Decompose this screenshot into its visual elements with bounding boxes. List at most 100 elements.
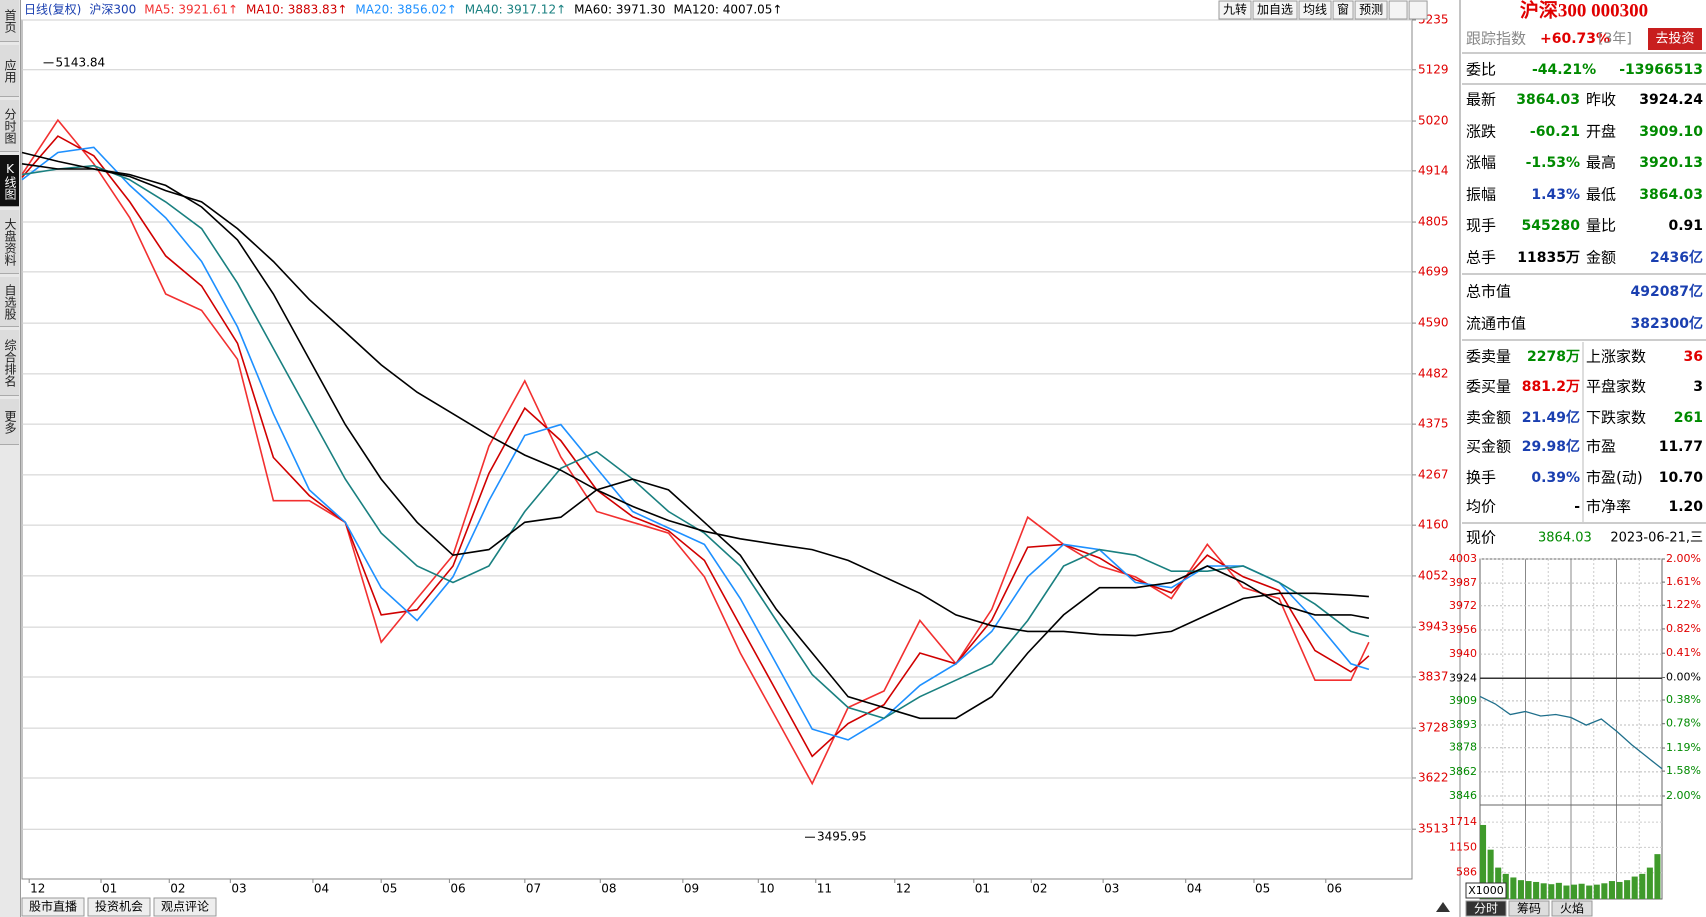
quote-title: 沪深300 000300 — [1520, 0, 1648, 21]
row-value: 11835万 — [1517, 250, 1580, 266]
x-tick-label: 07 — [526, 882, 541, 896]
sidebar-tab[interactable]: 更多 — [0, 399, 19, 445]
x-tick-label: 01 — [102, 882, 117, 896]
ma-line — [21, 118, 1370, 786]
extreme-label: 3495.95 — [817, 830, 867, 844]
scroll-top-icon[interactable] — [1436, 902, 1450, 912]
x-tick-label: 04 — [314, 882, 329, 896]
bottom-tab[interactable] — [21, 897, 85, 917]
x-tick-label: 01 — [975, 882, 990, 896]
sidebar-tab[interactable]: 分时图 — [0, 100, 19, 152]
row-label: 市净率 — [1586, 498, 1631, 516]
y2-tick-label: 2.00% — [1666, 789, 1701, 802]
row-label: 市盈 — [1586, 438, 1616, 456]
row-value: 3 — [1693, 379, 1703, 395]
toolbar-button[interactable] — [1298, 0, 1332, 20]
x-tick-label: 06 — [1327, 882, 1342, 896]
y2-tick-label: 1.61% — [1666, 575, 1701, 588]
toolbar-label: 加自选 — [1257, 3, 1293, 17]
volume-bar — [1586, 885, 1593, 899]
row-label: 市盈(动) — [1586, 469, 1643, 487]
legend-text: 日线(复权) — [24, 3, 81, 17]
sidebar-tab[interactable]: 大盘资料 — [0, 210, 19, 274]
price-line — [1479, 695, 1663, 770]
toolbar-button[interactable] — [1332, 0, 1354, 20]
x-tick-label: 05 — [382, 882, 397, 896]
ma-line — [21, 151, 1369, 637]
volume-bar — [1654, 854, 1661, 899]
intraday-tab[interactable] — [1465, 900, 1507, 917]
toolbar-label: 九转 — [1223, 2, 1247, 17]
row-label: 涨幅 — [1466, 154, 1496, 172]
row-label: 换手 — [1466, 469, 1496, 487]
x-tick-label: 03 — [1104, 882, 1119, 896]
track-period: [3年] — [1598, 31, 1632, 47]
x-tick-label: 04 — [1187, 882, 1202, 896]
legend-text: MA5: 3921.61↑ — [144, 3, 238, 17]
x-tick-label: 09 — [684, 882, 699, 896]
row-label: 总手 — [1466, 249, 1496, 267]
volume-bar — [1533, 881, 1540, 899]
sidebar-tab[interactable]: K线图 — [0, 155, 19, 207]
volume-bar — [1601, 883, 1608, 899]
legend-text: MA60: 3971.30 — [574, 3, 665, 17]
row-value: 2436亿 — [1650, 249, 1703, 266]
legend-text: 沪深300 — [89, 3, 136, 17]
y-tick-label: 586 — [1456, 866, 1477, 879]
y2-tick-label: 2.00% — [1666, 552, 1701, 565]
y-tick-label: 5020 — [1418, 114, 1449, 128]
y-tick-label: 4267 — [1418, 467, 1449, 481]
row-label: 开盘 — [1586, 123, 1616, 141]
row-label: 昨收 — [1586, 91, 1616, 109]
row-value: 1.20 — [1668, 499, 1703, 515]
toolbar-button[interactable] — [1354, 0, 1388, 20]
row-value: 492087亿 — [1631, 283, 1703, 300]
y-tick-label: 1714 — [1449, 815, 1477, 828]
y-tick-label: 3956 — [1449, 623, 1477, 636]
toolbar-icon[interactable] — [1408, 0, 1428, 20]
x-tick-label: 06 — [450, 882, 465, 896]
row-label: 金额 — [1586, 249, 1616, 267]
volume-bar — [1555, 882, 1562, 899]
background — [21, 0, 1706, 917]
bottom-tab[interactable] — [87, 897, 151, 917]
sidebar-tab[interactable]: 应用 — [0, 45, 19, 97]
row-value: 545280 — [1522, 218, 1581, 234]
row-value: 3909.10 — [1639, 124, 1703, 140]
extreme-label: 5143.84 — [56, 55, 106, 69]
sidebar-tab[interactable]: 自选股 — [0, 277, 19, 327]
toolbar-button[interactable] — [1252, 0, 1298, 20]
row-label: 卖金额 — [1466, 409, 1511, 427]
volume-bar — [1578, 883, 1585, 899]
row-value: 36 — [1684, 349, 1703, 365]
row-label: 平盘家数 — [1586, 378, 1646, 396]
y2-tick-label: 1.58% — [1666, 764, 1701, 777]
bottom-tab[interactable] — [153, 897, 217, 917]
invest-button[interactable] — [1648, 28, 1702, 50]
y-tick-label: 4052 — [1418, 568, 1449, 582]
track-label: 跟踪指数 — [1466, 30, 1526, 48]
row-label: 流通市值 — [1466, 315, 1526, 333]
invest-label: 去投资 — [1655, 31, 1694, 47]
row-label: 总市值 — [1466, 283, 1511, 301]
intraday-tab[interactable] — [1551, 900, 1593, 917]
y-tick-label: 3878 — [1449, 741, 1477, 754]
row-value: 3864.03 — [1516, 92, 1580, 108]
y-tick-label: 3987 — [1449, 576, 1477, 589]
sidebar-tab[interactable]: 首页 — [0, 0, 19, 42]
x-tick-label: 03 — [231, 882, 246, 896]
volume-bar — [1593, 884, 1600, 899]
legend-text: MA120: 4007.05↑ — [673, 3, 782, 17]
x-tick-label: 11 — [817, 882, 832, 896]
volume-bar — [1608, 881, 1615, 899]
toolbar-icon[interactable] — [1388, 0, 1408, 20]
toolbar-button[interactable] — [1218, 0, 1252, 20]
y-tick-label: 4003 — [1449, 552, 1477, 565]
sidebar-tab[interactable]: 综合排名 — [0, 330, 19, 396]
now-label: 现价 — [1466, 529, 1496, 547]
y-tick-label: 4590 — [1418, 316, 1449, 330]
x-tick-label: 08 — [601, 882, 616, 896]
intraday-tab[interactable] — [1508, 900, 1550, 917]
